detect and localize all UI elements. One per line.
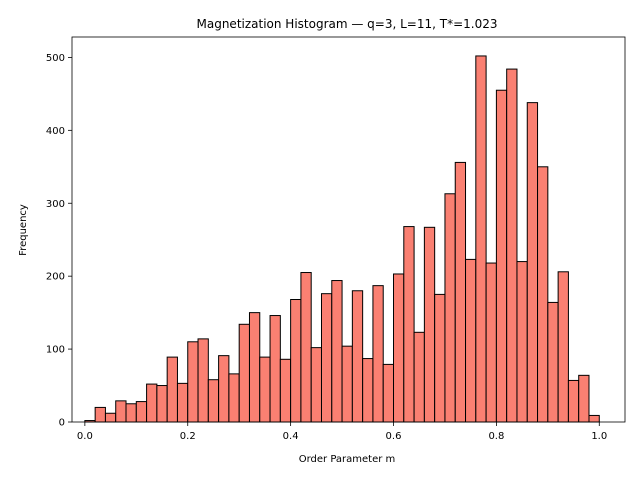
histogram-bar [578,374,590,423]
histogram-bar [310,347,322,423]
x-tick-label: 0.2 [180,431,196,442]
histogram-bar [557,271,569,423]
histogram-bar [547,301,559,423]
histogram-bar [331,280,343,423]
histogram-bar [423,226,436,423]
histogram-bar [197,338,209,423]
histogram-bar [454,161,467,423]
histogram-bar [290,299,302,423]
histogram-bar [526,102,539,423]
histogram-bar [393,273,405,423]
histogram-bar [176,382,189,423]
histogram-bar [567,379,580,423]
histogram-bar [506,68,518,423]
histogram-bar [218,355,230,423]
histogram-bar [362,358,374,423]
x-axis-label: Order Parameter m [299,454,396,465]
histogram-bar [351,290,364,423]
histogram-bar [259,356,271,423]
y-tick-label: 400 [46,126,65,137]
histogram-bar [444,193,456,423]
histogram-bar [485,262,497,423]
histogram-bar [146,383,158,423]
histogram-bar [187,341,199,423]
histogram-bar [228,373,240,423]
histogram-bar [465,258,477,423]
histogram-bar [94,406,106,423]
histogram-bar [382,363,395,423]
y-tick-label: 200 [46,272,65,283]
histogram-bar [269,315,281,423]
histogram-bar [495,89,508,423]
histogram-bar [300,272,312,423]
histogram-bar [166,356,178,423]
y-axis-ticks: 0 100 200 300 400 500 [46,53,72,429]
histogram-bar [115,400,127,423]
histogram-bar [403,226,415,423]
plot-frame [71,36,626,423]
histogram-bar [156,385,168,423]
y-tick-label: 100 [46,345,65,356]
histogram-bar [588,414,600,423]
histogram-bar [135,401,148,423]
x-tick-label: 1.0 [591,431,607,442]
y-axis-label: Frequency [18,204,29,256]
histogram-bar [248,312,261,423]
histogram-bar [516,261,528,423]
histogram-bar [413,331,425,423]
histogram-bar [434,293,446,423]
x-tick-label: 0.6 [386,431,402,442]
histogram-bar [537,166,549,423]
x-axis-ticks: 0.0 0.2 0.4 0.6 0.8 1.0 [77,422,607,442]
histogram-bar [341,345,353,423]
chart-title: Magnetization Histogram — q=3, L=11, T*=… [197,17,498,31]
y-tick-label: 300 [46,199,65,210]
histogram-bar [320,293,333,423]
histogram-bar [279,358,292,423]
histogram-bar [475,55,487,423]
y-tick-label: 0 [59,418,65,429]
histogram-bar [104,412,117,423]
x-tick-label: 0.4 [283,431,299,442]
x-tick-label: 0.0 [77,431,93,442]
histogram-bar [372,285,384,423]
histogram-bar [125,403,137,423]
y-tick-label: 500 [46,53,65,64]
x-tick-label: 0.8 [488,431,504,442]
histogram-bar [207,379,220,423]
histogram-bar [238,323,250,423]
